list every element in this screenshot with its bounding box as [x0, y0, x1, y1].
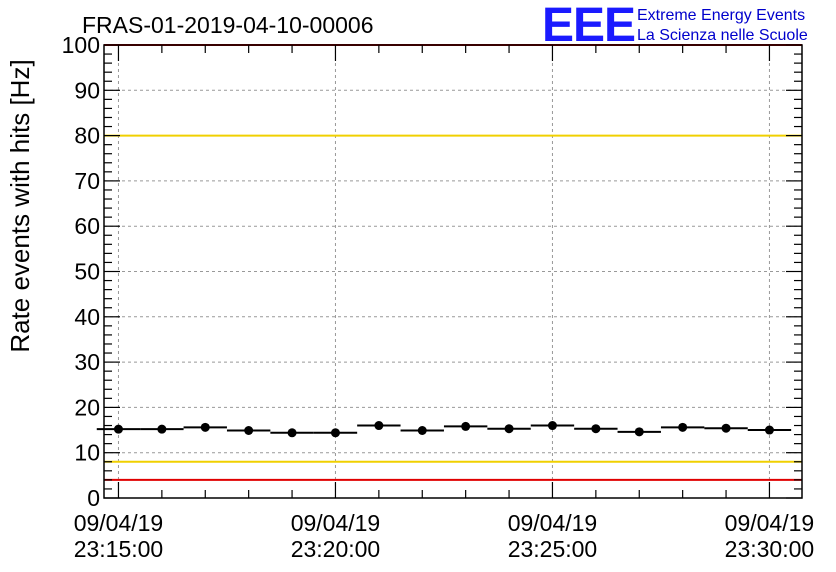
data-point: [244, 426, 254, 436]
logo-line2: La Scienza nelle Scuole: [637, 27, 808, 44]
data-point: [287, 428, 297, 438]
data-point: [634, 427, 644, 437]
logo-line1: Extreme Energy Events: [637, 7, 805, 24]
x-axis-ticks: 09/04/1923:15:0009/04/1923:20:0009/04/19…: [74, 45, 815, 562]
x-tick-label-time: 23:20:00: [291, 536, 381, 562]
y-tick-label: 0: [87, 485, 100, 511]
data-point: [157, 424, 167, 434]
y-tick-label: 10: [74, 440, 100, 466]
y-tick-label: 90: [74, 77, 100, 103]
data-point: [591, 424, 601, 434]
y-tick-label: 80: [74, 123, 100, 149]
x-tick-label-date: 09/04/19: [291, 510, 381, 536]
data-point: [461, 421, 471, 431]
eee-logo: EEE Extreme Energy Events La Scienza nel…: [542, 0, 808, 52]
data-points: [96, 421, 792, 438]
y-axis-ticks: 0 10 20 30 40 50 60 70 80 90 100: [62, 32, 802, 511]
data-point: [330, 428, 340, 438]
data-point: [417, 426, 427, 436]
x-tick-label-date: 09/04/19: [74, 510, 164, 536]
y-tick-label: 100: [62, 32, 100, 58]
x-tick-label-time: 23:30:00: [725, 536, 815, 562]
data-point: [504, 424, 514, 434]
reference-lines: [104, 44, 802, 481]
data-point: [200, 422, 210, 432]
y-tick-label: 50: [74, 259, 100, 285]
y-tick-label: 60: [74, 213, 100, 239]
run-title: FRAS-01-2019-04-10-00006: [82, 12, 374, 38]
y-tick-label: 20: [74, 394, 100, 420]
y-tick-label: 30: [74, 349, 100, 375]
data-point: [678, 422, 688, 432]
y-tick-label: 70: [74, 168, 100, 194]
data-point: [547, 421, 557, 431]
data-point: [721, 423, 731, 433]
logo-letters: EEE: [542, 0, 635, 52]
x-tick-label-date: 09/04/19: [508, 510, 598, 536]
x-tick-label-time: 23:15:00: [74, 536, 164, 562]
data-point: [764, 425, 774, 435]
data-point: [113, 424, 123, 434]
y-tick-label: 40: [74, 304, 100, 330]
x-tick-label-date: 09/04/19: [725, 510, 815, 536]
x-tick-label-time: 23:25:00: [508, 536, 598, 562]
y-axis-label: Rate events with hits [Hz]: [5, 59, 35, 352]
data-point: [374, 421, 384, 431]
